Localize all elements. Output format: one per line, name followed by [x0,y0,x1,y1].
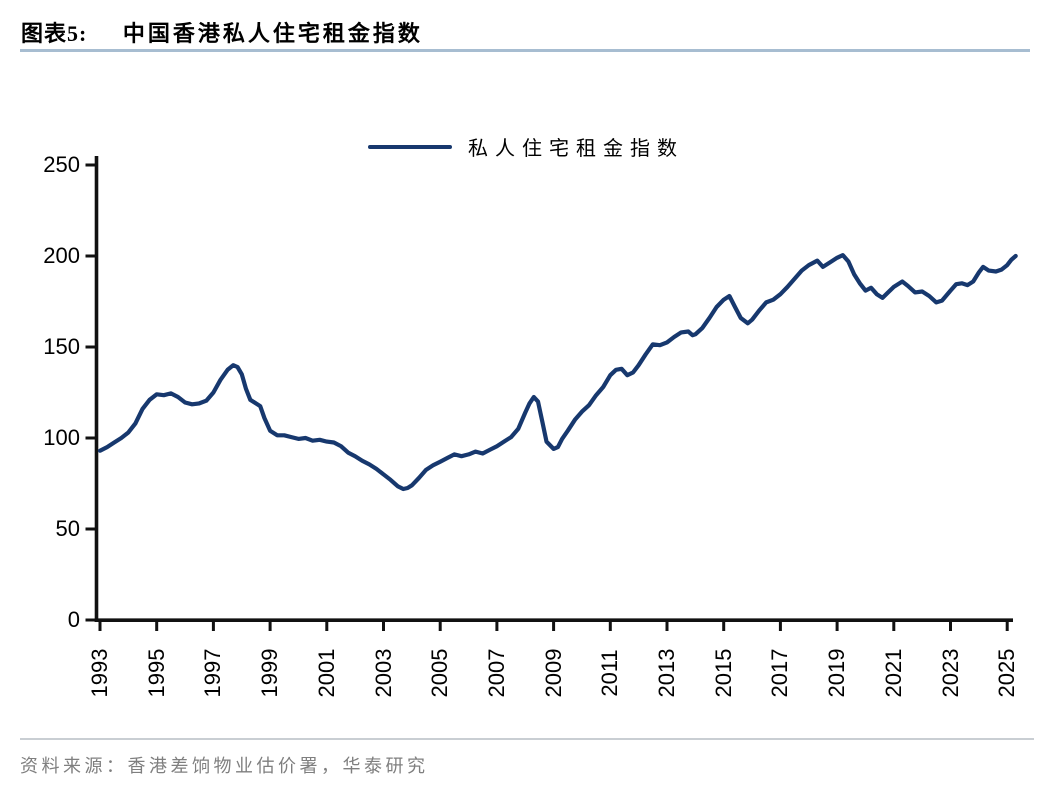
axis-ticks [85,163,1009,631]
x-tick-label: 2017 [767,648,793,698]
y-tick-label: 0 [67,607,80,632]
y-tick-label: 50 [55,516,80,541]
figure-number-label: 图表5: [21,21,88,46]
y-tick-label: 150 [43,334,80,359]
rent-index-line-series [97,253,1018,492]
source-note: 资料来源：香港差饷物业估价署，华泰研究 [20,756,429,776]
x-tick-label: 2001 [313,648,339,698]
legend-line-swatch [368,144,452,149]
page-title: 中国香港私人住宅租金指数 [122,21,423,46]
footer-divider [20,738,1034,740]
x-tick-label: 2019 [824,648,850,698]
x-tick-label: 2003 [370,648,396,698]
x-tick-label: 2011 [597,649,623,697]
x-tick-label: 2013 [654,648,679,698]
x-tick-label: 1993 [87,648,112,698]
legend: 私人住宅租金指数 [368,132,684,161]
x-tick-label: 1999 [257,648,283,698]
x-tick-label: 2009 [540,648,566,698]
y-tick-label: 250 [43,152,80,177]
x-tick-label: 1997 [200,648,226,698]
x-tick-label: 2015 [710,648,736,698]
chart-header: 图表5: 中国香港私人住宅租金指数 [21,16,423,48]
legend-label: 私人住宅租金指数 [468,138,684,160]
x-tick-label: 2025 [994,648,1020,698]
x-tick-label: 2023 [937,648,963,698]
x-tick-label: 2005 [427,648,453,698]
y-tick-label: 200 [43,243,80,268]
x-tick-label: 2007 [483,648,509,698]
y-tick-label: 100 [43,425,80,450]
x-tick-label: 1995 [143,648,169,698]
x-tick-label: 2021 [880,648,906,698]
header-divider [20,49,1030,52]
axes [94,156,1013,623]
